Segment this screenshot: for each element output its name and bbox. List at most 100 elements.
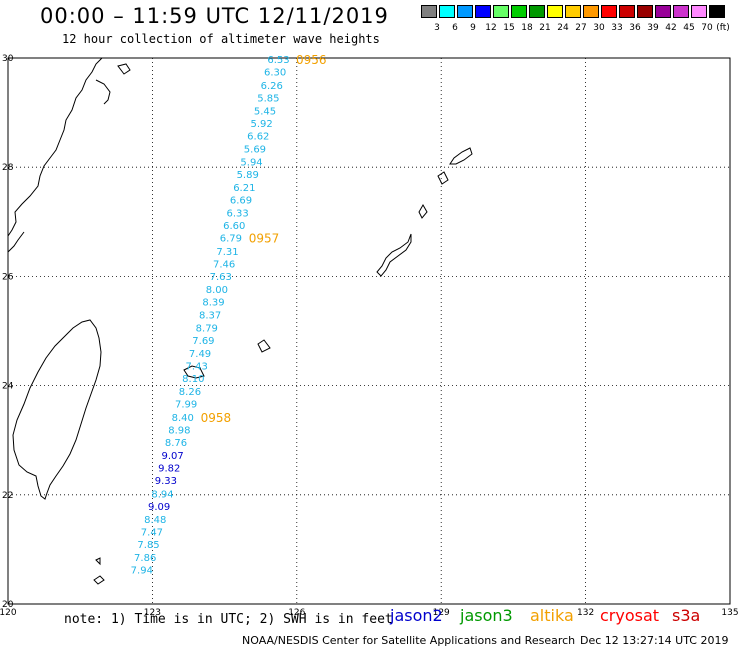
coastline-amami — [449, 147, 473, 165]
coastline-okinawa — [376, 233, 412, 277]
generated-timestamp: Dec 12 13:27:14 UTC 2019 — [580, 634, 729, 647]
satellite-label: jason2 — [390, 606, 443, 625]
swh-value: 8.40 — [172, 413, 194, 424]
swh-value: 5.89 — [237, 170, 259, 181]
swh-value: 7.94 — [131, 566, 153, 577]
credit-line: NOAA/NESDIS Center for Satellite Applica… — [242, 634, 576, 647]
map-grid — [8, 58, 730, 604]
coastline-small-2 — [93, 575, 105, 585]
legend-swatch — [547, 5, 563, 18]
swh-value: 6.79 — [220, 234, 242, 245]
swh-value: 8.76 — [165, 438, 187, 449]
lon-tick-label: 129 — [433, 608, 450, 618]
coastline-china — [7, 57, 103, 237]
lat-tick-label: 28 — [2, 163, 14, 173]
lon-tick-label: 120 — [0, 608, 17, 618]
legend-label: 70 — [701, 23, 713, 33]
legend-label: 18 — [521, 23, 533, 33]
swh-value: 9.82 — [158, 464, 180, 475]
legend-swatch — [457, 5, 473, 18]
swh-value: 8.39 — [202, 298, 224, 309]
swh-value: 6.26 — [261, 81, 283, 92]
swh-value: 6.30 — [264, 68, 286, 79]
coastline-small-1 — [95, 557, 101, 566]
swh-value: 7.85 — [137, 540, 159, 551]
swh-value: 7.99 — [175, 400, 197, 411]
swh-value: 8.94 — [151, 489, 173, 500]
lon-tick-label: 135 — [721, 608, 738, 618]
swh-value: 6.21 — [233, 183, 255, 194]
swh-value: 8.48 — [144, 515, 166, 526]
coastline-yaeyama — [183, 365, 205, 379]
lon-tick-label: 132 — [577, 608, 594, 618]
legend-label: 39 — [647, 23, 659, 33]
swh-value: 5.92 — [251, 119, 273, 130]
coastline-miyako — [257, 339, 271, 353]
coastline-taiwan — [12, 319, 102, 500]
legend-label: 6 — [452, 23, 458, 33]
legend-swatch — [583, 5, 599, 18]
legend-swatch — [421, 5, 437, 18]
satellite-label: cryosat — [600, 606, 660, 625]
swh-value: 7.31 — [216, 247, 238, 258]
time-label: 0958 — [201, 411, 232, 425]
coastline-zhoushan — [117, 63, 131, 75]
swh-value: 7.47 — [141, 527, 163, 538]
swh-value: 5.69 — [244, 145, 266, 156]
swh-value: 9.07 — [161, 451, 183, 462]
legend-swatch — [439, 5, 455, 18]
legend-swatch — [529, 5, 545, 18]
legend-swatch — [691, 5, 707, 18]
swh-value: 9.33 — [155, 476, 177, 487]
swh-value: 8.37 — [199, 311, 221, 322]
swh-value: 7.69 — [192, 336, 214, 347]
time-label: 0957 — [249, 232, 280, 246]
legend-swatch — [619, 5, 635, 18]
legend-swatch — [655, 5, 671, 18]
lat-tick-label: 22 — [2, 491, 13, 501]
lat-tick-label: 26 — [2, 272, 14, 282]
lon-tick-label: 123 — [144, 608, 161, 618]
coastlines — [7, 57, 473, 585]
coastline-china-2 — [7, 231, 25, 253]
legend-swatch — [709, 5, 725, 18]
swh-value: 8.79 — [196, 323, 218, 334]
swh-value: 6.53 — [267, 55, 289, 66]
track-time-labels: 0956 0957 0958 — [201, 53, 327, 425]
page-subtitle: 12 hour collection of altimeter wave hei… — [62, 32, 380, 46]
legend-label: 45 — [683, 23, 695, 33]
legend-swatch — [637, 5, 653, 18]
coastline-tokunoshima — [418, 203, 428, 219]
map-frame — [7, 57, 731, 605]
legend-swatch — [475, 5, 491, 18]
legend-unit: (ft) — [716, 23, 730, 33]
footer-note: note: 1) Time is in UTC; 2) SWH is in fe… — [64, 612, 393, 627]
legend-label: 42 — [665, 23, 677, 33]
lat-tick-label: 20 — [2, 600, 14, 610]
swh-value: 6.33 — [226, 209, 248, 220]
swh-value: 6.69 — [230, 196, 252, 207]
time-label: 0956 — [296, 53, 327, 67]
coastline-china-3 — [95, 79, 111, 105]
swh-value: 7.49 — [189, 349, 211, 360]
swh-value: 8.10 — [182, 374, 204, 385]
swh-value: 8.00 — [206, 285, 228, 296]
swh-value: 5.45 — [254, 107, 276, 118]
legend-swatch — [565, 5, 581, 18]
swh-value: 6.62 — [247, 132, 269, 143]
satellite-label: s3a — [672, 606, 701, 625]
page-title: 00:00 – 11:59 UTC 12/11/2019 — [40, 4, 389, 28]
satellite-label: jason3 — [460, 606, 513, 625]
legend-swatch — [673, 5, 689, 18]
legend-label: 24 — [557, 23, 569, 33]
swh-value: 8.26 — [179, 387, 201, 398]
swh-value: 7.46 — [213, 259, 235, 270]
legend-label: 30 — [593, 23, 605, 33]
lat-tick-label: 24 — [2, 382, 14, 392]
legend-label: 27 — [575, 23, 587, 33]
axis-labels: 120 123 126 129 132 135 30 28 26 24 22 20 — [0, 54, 739, 618]
legend-label: 3 — [434, 23, 440, 33]
swh-value: 9.09 — [148, 502, 170, 513]
legend-label: 15 — [503, 23, 515, 33]
